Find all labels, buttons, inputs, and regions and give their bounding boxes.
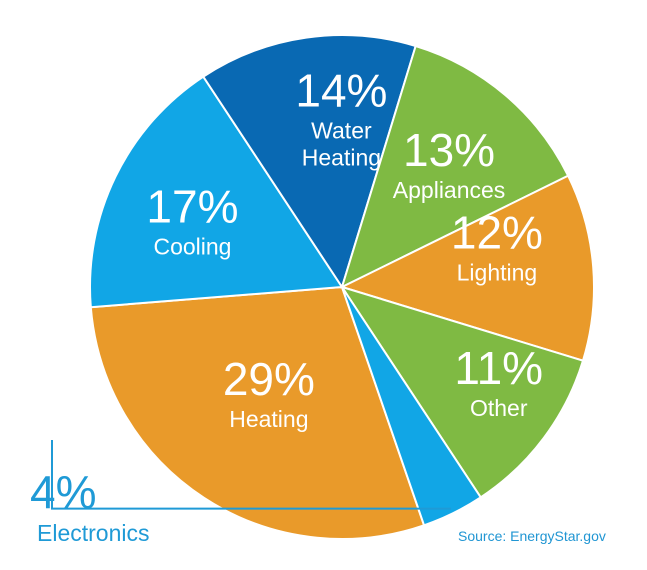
- value-label-other: 11%: [454, 342, 543, 394]
- slice-heating: [89, 285, 426, 540]
- electronics-value-label: 4%: [30, 466, 96, 518]
- category-label-heating: Heating: [229, 406, 308, 432]
- slice-lighting: [339, 174, 595, 362]
- electronics-category-label: Electronics: [37, 520, 149, 546]
- category-label-lighting: Lighting: [457, 259, 538, 285]
- electronics-callout-line: [51, 440, 452, 510]
- slice-electronics: [341, 286, 483, 527]
- value-label-appliances: 13%: [403, 124, 495, 176]
- category-label-water-heating-line-1: Water: [311, 118, 372, 144]
- pie-slices: [89, 34, 595, 540]
- value-label-lighting: 12%: [451, 206, 543, 258]
- slice-water-heating: [201, 34, 417, 290]
- slice-other: [339, 285, 585, 499]
- slice-cooling: [89, 75, 344, 309]
- value-label-heating: 29%: [223, 353, 315, 405]
- source-note: Source: EnergyStar.gov: [458, 528, 606, 544]
- category-label-other: Other: [470, 395, 528, 421]
- category-label-water-heating-line-2: Heating: [302, 145, 381, 171]
- category-label-cooling: Cooling: [153, 234, 231, 260]
- value-label-water-heating: 14%: [295, 65, 387, 117]
- value-label-cooling: 17%: [146, 181, 238, 233]
- category-label-appliances: Appliances: [393, 177, 506, 203]
- slice-appliances: [340, 44, 570, 289]
